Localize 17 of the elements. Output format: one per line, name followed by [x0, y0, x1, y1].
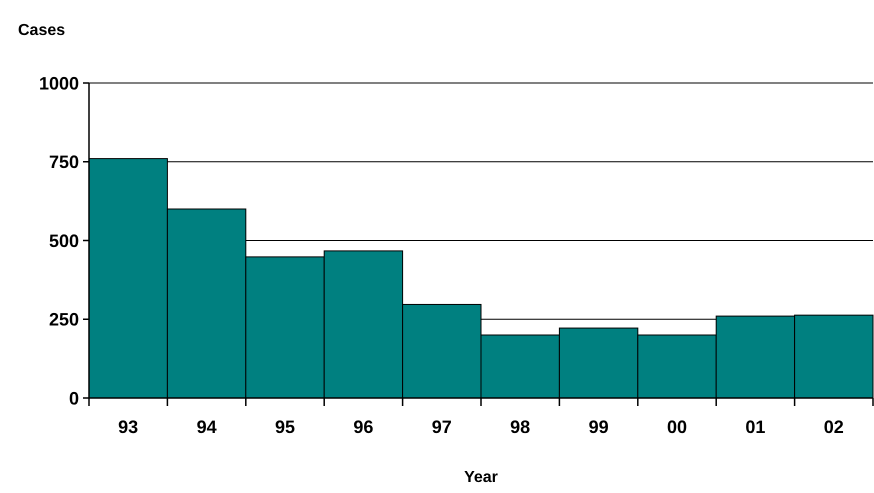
- x-tick-label: 02: [824, 417, 844, 437]
- y-tick-label: 1000: [38, 73, 79, 94]
- y-tick-label: 250: [48, 310, 79, 330]
- x-tick-label: 00: [666, 417, 688, 437]
- x-tick-label: 99: [588, 417, 609, 437]
- y-tick-label: 750: [48, 152, 79, 172]
- x-axis-title: Year: [464, 469, 498, 486]
- y-tick-label: 0: [68, 388, 79, 408]
- x-tick-label: 94: [196, 417, 217, 437]
- y-tick-label: 500: [48, 230, 79, 251]
- x-tick-label: 96: [353, 417, 374, 437]
- y-axis-title: Cases: [18, 22, 66, 39]
- x-tick-label: 95: [274, 417, 296, 437]
- x-tick-label: 98: [510, 417, 530, 437]
- x-tick-label: 01: [745, 417, 766, 437]
- x-tick-label: 93: [118, 417, 138, 437]
- x-tick-label: 97: [432, 417, 452, 437]
